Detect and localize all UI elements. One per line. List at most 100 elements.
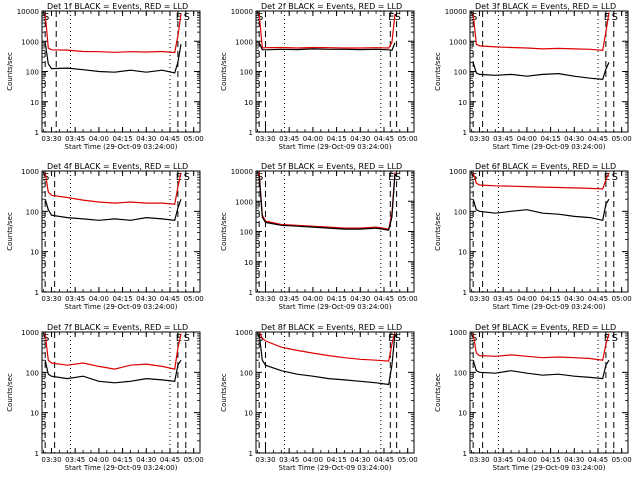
panel: Det 4f BLACK = Events, RED = LLD 1 10 100 10… (6, 162, 204, 311)
panel-title: Det 6f BLACK = Events, RED = LLD (475, 162, 616, 171)
y-axis-label: Counts/sec (220, 52, 228, 91)
y-tick-label: 1 (463, 450, 467, 458)
y-axis-label: Counts/sec (6, 373, 14, 412)
x-axis-label: Start Time (29-Oct-09 03:24:00) (493, 303, 606, 311)
y-tick-label: 100 (240, 369, 253, 377)
y-axis-label: Counts/sec (220, 212, 228, 251)
x-tick-label: 03:45 (493, 135, 513, 143)
series-lld-line (472, 333, 610, 361)
x-tick-label: 04:45 (160, 135, 180, 143)
time-marker-label: E (388, 12, 394, 23)
series-events-line (258, 333, 396, 386)
x-tick-label: 04:45 (374, 295, 394, 303)
series-events-line (472, 62, 610, 81)
x-tick-label: 03:30 (469, 456, 489, 464)
x-tick-label: 04:45 (588, 135, 608, 143)
series-events-line (472, 198, 610, 222)
x-axis-label: Start Time (29-Oct-09 03:24:00) (493, 464, 606, 472)
time-marker-label: E (176, 172, 182, 183)
time-marker-label: E (604, 12, 610, 23)
x-tick-label: 04:15 (540, 295, 560, 303)
series-events-line (472, 359, 610, 380)
time-marker-label: S (43, 12, 49, 23)
series-lld-line (44, 333, 182, 370)
x-tick-label: 04:30 (136, 295, 156, 303)
y-tick-label: 10 (244, 410, 253, 418)
y-tick-label: 1000 (235, 198, 253, 206)
y-tick-label: 10 (244, 99, 253, 107)
y-axis-label: Counts/sec (434, 212, 442, 251)
panel-title: Det 1f BLACK = Events, RED = LLD (47, 2, 188, 11)
y-tick-label: 1000 (449, 38, 467, 46)
x-axis-label: Start Time (29-Oct-09 03:24:00) (65, 143, 178, 151)
plot-frame (255, 170, 415, 293)
y-tick-label: 1000 (21, 168, 39, 176)
x-tick-label: 05:00 (184, 135, 204, 143)
x-tick-label: 03:30 (255, 295, 275, 303)
x-tick-label: 04:15 (326, 295, 346, 303)
panel-title: Det 9f BLACK = Events, RED = LLD (475, 323, 616, 332)
series-lld-line (258, 13, 396, 49)
x-tick-label: 04:30 (136, 456, 156, 464)
y-tick-label: 1000 (449, 329, 467, 337)
x-tick-label: 03:45 (279, 295, 299, 303)
series-events-line (44, 359, 182, 384)
y-tick-label: 10 (30, 410, 39, 418)
panel: Det 9f BLACK = Events, RED = LLD 1 10 100 10… (434, 323, 632, 472)
time-marker-label: S (612, 333, 618, 344)
x-tick-label: 04:00 (89, 295, 109, 303)
y-tick-label: 1000 (21, 38, 39, 46)
x-tick-label: 05:00 (612, 456, 632, 464)
panel: Det 7f BLACK = Events, RED = LLD 1 10 100 10… (6, 323, 204, 472)
x-tick-label: 04:45 (374, 456, 394, 464)
panel-title: Det 7f BLACK = Events, RED = LLD (47, 323, 188, 332)
x-axis-label: Start Time (29-Oct-09 03:24:00) (493, 143, 606, 151)
y-tick-label: 10000 (231, 168, 253, 176)
x-tick-label: 04:15 (326, 456, 346, 464)
panel-title: Det 8f BLACK = Events, RED = LLD (261, 323, 402, 332)
x-axis-label: Start Time (29-Oct-09 03:24:00) (65, 464, 178, 472)
y-axis-label: Counts/sec (220, 373, 228, 412)
x-tick-label: 04:30 (564, 295, 584, 303)
x-tick-label: 03:30 (469, 295, 489, 303)
series-lld-line (258, 172, 396, 230)
y-tick-label: 10000 (445, 8, 467, 16)
time-marker-label: E (604, 333, 610, 344)
x-tick-label: 05:00 (398, 456, 418, 464)
panel: Det 1f BLACK = Events, RED = LLD 1 10 100 10… (6, 2, 204, 151)
panel: Det 5f BLACK = Events, RED = LLD 1 10 100 10… (220, 162, 418, 311)
time-marker-label: S (612, 172, 618, 183)
x-tick-label: 04:00 (303, 295, 323, 303)
x-tick-label: 03:45 (279, 135, 299, 143)
x-tick-label: 05:00 (184, 456, 204, 464)
time-marker-label: S (394, 333, 400, 344)
x-tick-label: 04:30 (136, 135, 156, 143)
x-tick-label: 04:15 (112, 456, 132, 464)
time-marker-label: E (176, 12, 182, 23)
x-tick-label: 04:30 (564, 456, 584, 464)
x-tick-label: 05:00 (184, 295, 204, 303)
series-lld-line (44, 13, 182, 54)
panel-title: Det 3f BLACK = Events, RED = LLD (475, 2, 616, 11)
x-tick-label: 04:45 (588, 456, 608, 464)
plot-frame (469, 331, 629, 454)
time-marker-label: S (184, 172, 190, 183)
x-axis-label: Start Time (29-Oct-09 03:24:00) (279, 464, 392, 472)
x-tick-label: 05:00 (612, 135, 632, 143)
time-marker-label: E (176, 333, 182, 344)
panel: Det 2f BLACK = Events, RED = LLD 1 10 100 10… (220, 2, 418, 151)
plot-frame (469, 10, 629, 133)
y-tick-label: 10 (244, 259, 253, 267)
series-lld-line (258, 331, 396, 362)
y-tick-label: 10000 (17, 8, 39, 16)
y-tick-label: 1 (249, 450, 253, 458)
panel: Det 8f BLACK = Events, RED = LLD 1 10 100 10… (220, 323, 418, 472)
x-tick-label: 04:00 (89, 456, 109, 464)
y-tick-label: 1 (249, 129, 253, 137)
x-tick-label: 04:15 (540, 456, 560, 464)
time-marker-label: S (184, 12, 190, 23)
y-tick-label: 10 (30, 99, 39, 107)
y-tick-label: 1 (463, 129, 467, 137)
y-tick-label: 100 (240, 69, 253, 77)
